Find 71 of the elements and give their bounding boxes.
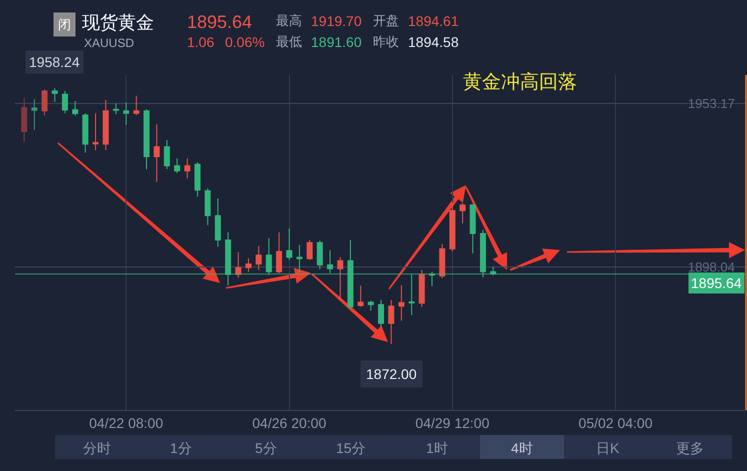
candlestick — [174, 158, 180, 174]
candlestick — [154, 124, 160, 182]
candlestick — [388, 299, 394, 345]
candlestick — [102, 99, 109, 151]
candlestick — [439, 244, 446, 279]
candlestick — [358, 285, 364, 308]
candlestick — [133, 95, 140, 116]
text: 1分 — [170, 440, 192, 456]
x-tick-label: 05/02 04:00 — [578, 414, 653, 431]
y-tick-label: 1953.17 — [688, 96, 735, 111]
text: 4时 — [511, 440, 533, 456]
candlestick — [286, 228, 292, 260]
candlestick — [184, 158, 190, 179]
annotation: 1958.24 — [29, 54, 80, 70]
candlestick — [460, 202, 466, 224]
text: 闭 — [58, 17, 71, 32]
ref-line-label: 1895.64 — [691, 275, 742, 291]
candlestick — [21, 97, 28, 142]
candlestick — [144, 108, 150, 170]
candlestick — [214, 198, 221, 248]
annotation: 黄金冲高回落 — [463, 71, 577, 93]
candlestick — [398, 284, 404, 322]
candlestick — [194, 162, 200, 198]
x-tick-label: 04/26 20:00 — [252, 414, 326, 431]
annotation: 1872.00 — [366, 366, 417, 382]
candlestick — [112, 102, 119, 115]
candlestick — [62, 90, 68, 114]
text: 1.06 — [187, 34, 214, 50]
candlestick — [470, 204, 476, 254]
text: 0.06% — [225, 34, 265, 50]
candlestick — [368, 300, 374, 312]
text: 15分 — [336, 440, 366, 456]
candlestick — [92, 112, 99, 151]
candlestick — [235, 252, 242, 278]
text: 1894.58 — [408, 34, 459, 50]
candlestick — [42, 89, 48, 116]
candlestick — [72, 100, 78, 116]
text: 分时 — [83, 440, 111, 456]
candlestick — [256, 245, 262, 270]
candlestick — [418, 269, 425, 308]
candlestick — [204, 188, 211, 226]
candlestick — [316, 240, 323, 270]
candlestick — [52, 88, 58, 102]
x-tick-label: 04/22 08:00 — [89, 414, 164, 431]
candlestick — [245, 258, 252, 272]
text: 1时 — [426, 440, 448, 456]
text: 1894.61 — [408, 13, 459, 29]
x-tick-label: 04/29 12:00 — [415, 414, 490, 431]
text: 5分 — [255, 440, 277, 456]
text: 日K — [596, 440, 620, 456]
candlestick — [164, 139, 170, 170]
chart-subtitle: XAUUSD — [84, 36, 134, 50]
text: 更多 — [676, 440, 704, 456]
candlestick — [82, 112, 88, 154]
text: 最低 — [276, 34, 302, 49]
candlestick — [449, 202, 456, 252]
text: 1895.64 — [187, 12, 252, 32]
candlestick — [276, 232, 282, 274]
candlestick — [296, 244, 302, 272]
text: 1891.60 — [311, 34, 362, 50]
candlestick — [31, 98, 38, 130]
text: 1919.70 — [311, 13, 362, 29]
candlestick — [378, 299, 384, 328]
candlestick — [306, 239, 313, 260]
text: 最高 — [276, 13, 302, 28]
candlestick — [123, 102, 130, 126]
y-tick-label: 1898.04 — [688, 259, 735, 274]
candlestick — [337, 256, 344, 300]
text: 昨收 — [373, 34, 399, 49]
chart-title: 现货黄金 — [82, 12, 154, 32]
text: 开盘 — [373, 13, 399, 28]
